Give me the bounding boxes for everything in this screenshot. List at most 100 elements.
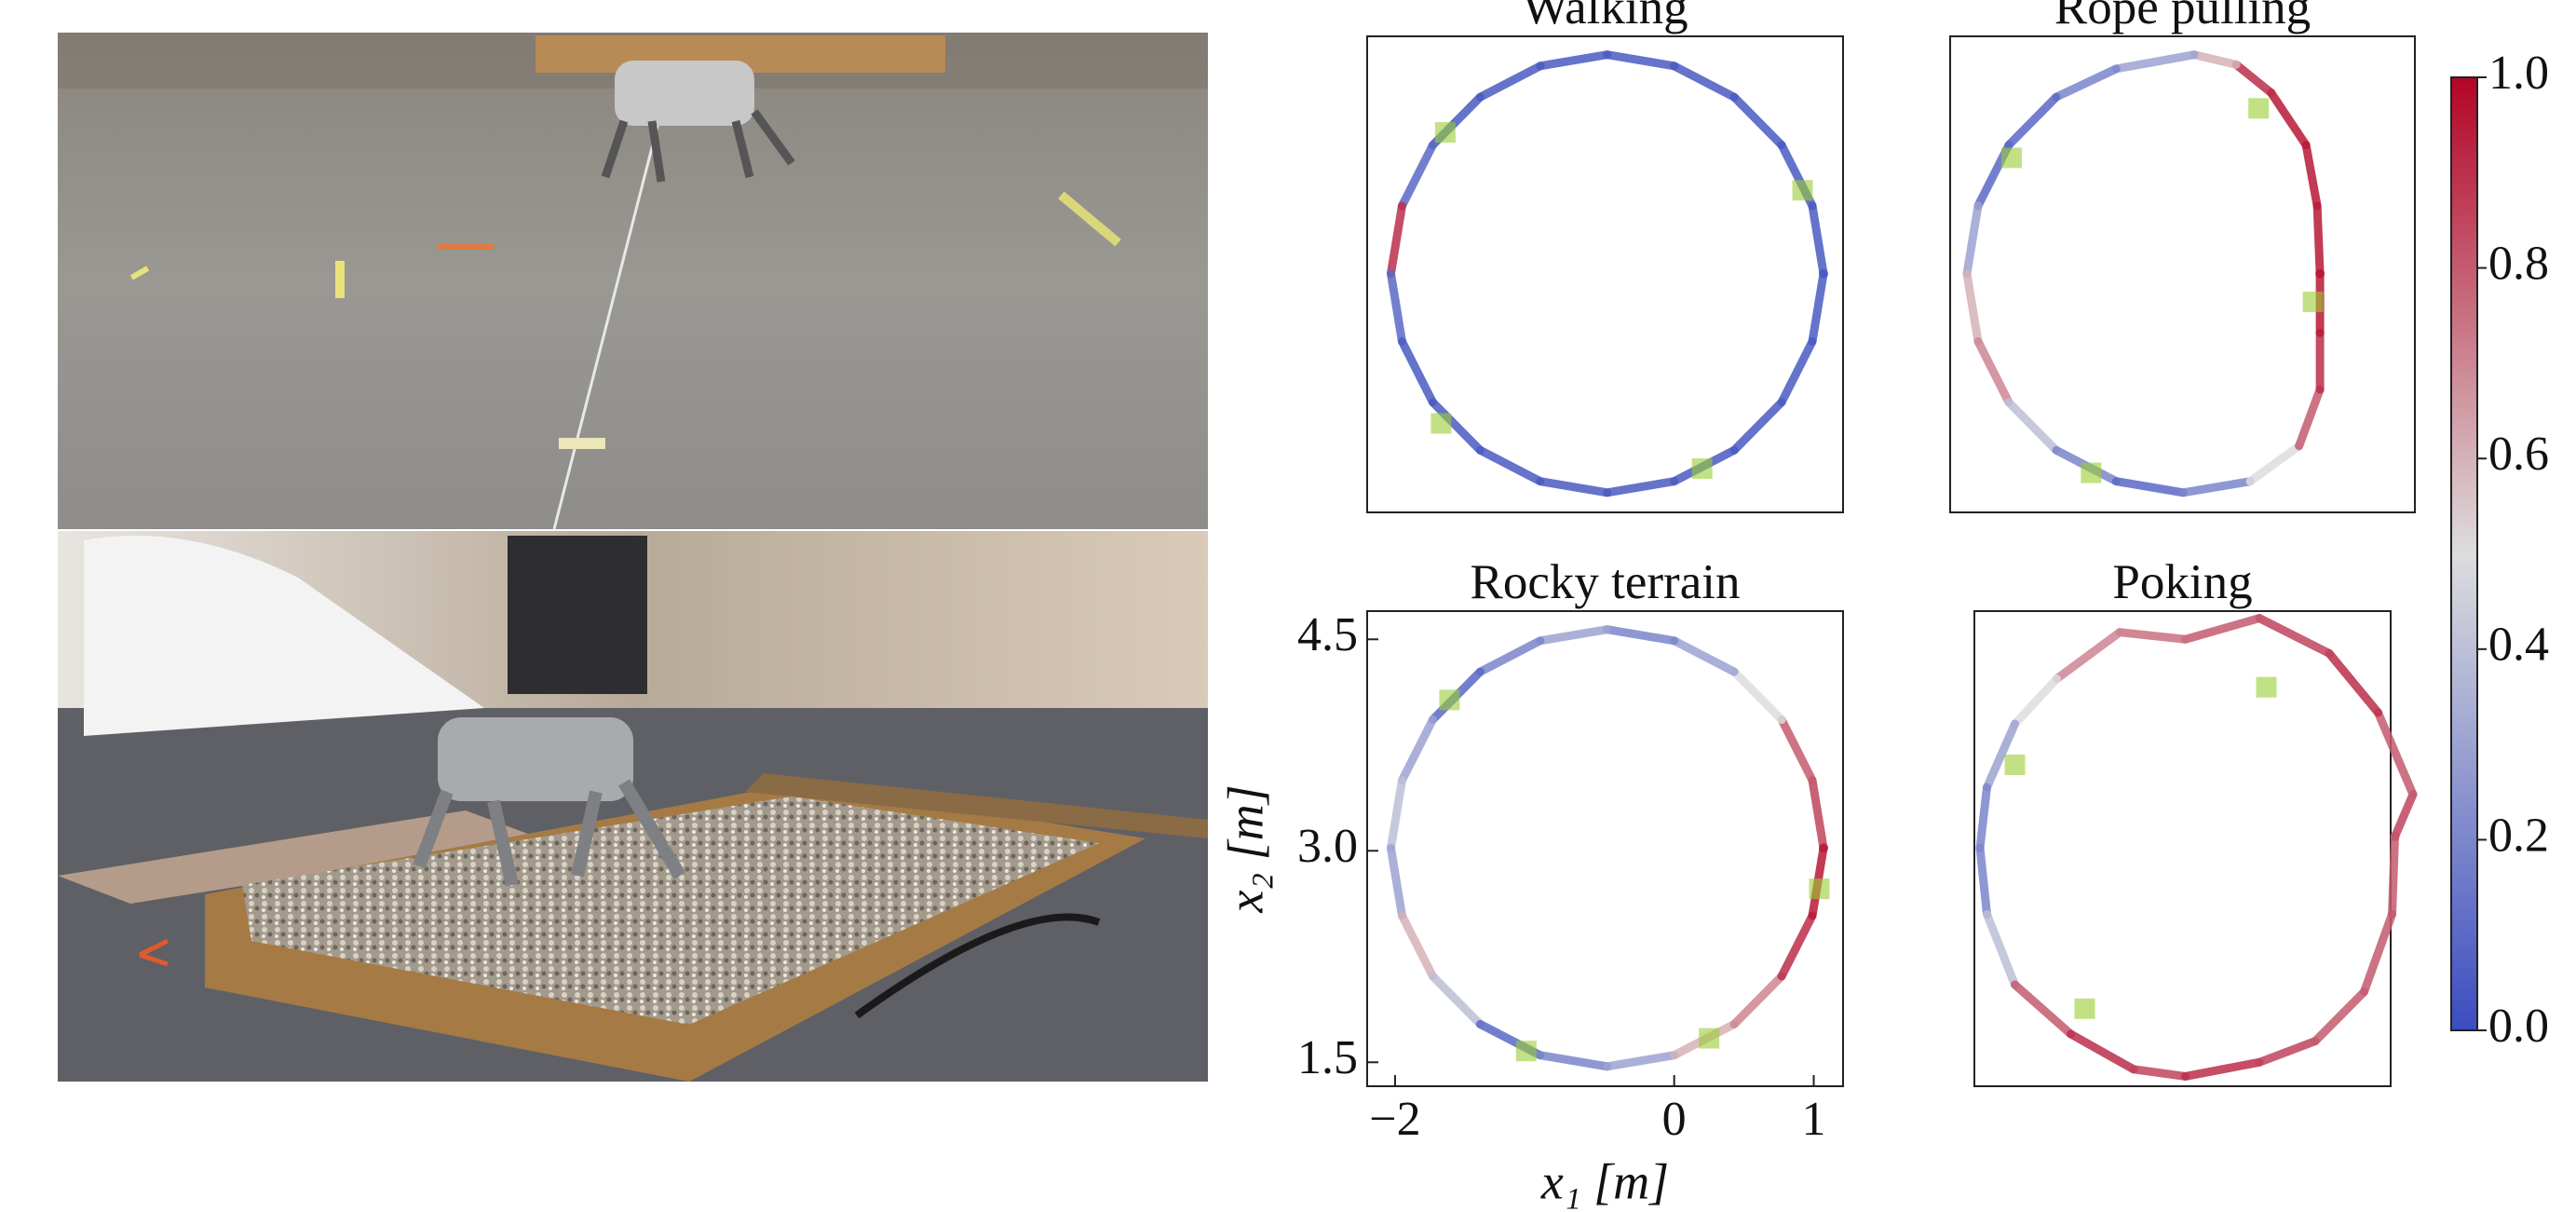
trajectory-segment bbox=[2315, 992, 2365, 1042]
trajectory-segment bbox=[1480, 641, 1539, 672]
colorbar-tick-label: 0.0 bbox=[2488, 1000, 2549, 1053]
perturbation-marker bbox=[1810, 878, 1830, 899]
y-axis-label: x₂ [m] bbox=[1217, 784, 1273, 913]
trajectory-segment bbox=[2057, 633, 2121, 679]
trajectory-segment bbox=[2071, 1034, 2135, 1069]
trajectory-segment bbox=[1782, 720, 1812, 781]
perturbation-marker bbox=[1516, 1041, 1537, 1061]
perturbation-marker bbox=[2001, 147, 2022, 168]
trajectory-segment bbox=[1540, 55, 1607, 66]
trajectory-segment bbox=[2194, 55, 2236, 65]
trajectory-segment bbox=[1540, 1055, 1607, 1067]
trajectory-segment bbox=[1402, 720, 1432, 781]
trajectory-segment bbox=[2259, 1042, 2315, 1063]
trajectory-segment bbox=[2009, 97, 2056, 145]
subplot-title: Walking bbox=[1522, 0, 1688, 34]
trajectory-segment bbox=[1734, 97, 1782, 145]
trajectory-segment bbox=[2317, 206, 2320, 274]
trajectory-segment bbox=[1967, 274, 1978, 342]
x-tick-label: 1 bbox=[1802, 1093, 1826, 1146]
figure: Walking Rope pulling Rocky terrain −2 0 1 1.5 3… bbox=[0, 0, 2576, 1212]
colorbar-tick-label: 1.0 bbox=[2488, 47, 2549, 100]
trajectory-segment bbox=[1734, 402, 1782, 451]
trajectory-segment bbox=[1390, 274, 1402, 342]
trajectory-segment bbox=[1480, 450, 1539, 481]
subplot-title: Rocky terrain bbox=[1471, 555, 1741, 609]
trajectory-segment bbox=[2250, 446, 2298, 482]
trajectory-segment bbox=[2379, 713, 2414, 795]
trajectory-segment bbox=[1607, 630, 1674, 641]
trajectory-segment bbox=[1402, 145, 1432, 206]
y-tick-label: 4.5 bbox=[1297, 608, 1358, 661]
axes-frame bbox=[1974, 611, 2391, 1086]
photo-rocky-terrain bbox=[58, 531, 1208, 1082]
trajectory-segment bbox=[2056, 69, 2116, 97]
perturbation-marker bbox=[1430, 413, 1451, 433]
x-tick-label: −2 bbox=[1369, 1093, 1420, 1146]
perturbation-marker bbox=[1793, 180, 1813, 200]
trajectory-segment bbox=[1390, 781, 1402, 849]
trajectory-segment bbox=[1734, 976, 1782, 1024]
axes-frame bbox=[1367, 611, 1843, 1086]
trajectory-segment bbox=[1978, 342, 2009, 402]
trajectory-segment bbox=[1390, 848, 1402, 916]
subplot-title: Poking bbox=[2112, 555, 2252, 609]
trajectory-segment bbox=[1674, 641, 1734, 672]
trajectory-segment bbox=[2015, 985, 2071, 1034]
trajectory-segment bbox=[2186, 619, 2260, 640]
trajectory-segment bbox=[2271, 93, 2306, 145]
trajectory-segment bbox=[1432, 976, 1480, 1024]
trajectory-segment bbox=[1967, 206, 1978, 274]
trajectory-segment bbox=[2329, 653, 2379, 713]
trajectory-segment bbox=[2116, 55, 2194, 69]
trajectory-segment bbox=[2134, 1069, 2186, 1077]
x-axis-label: x₁ [m] bbox=[1540, 1153, 1669, 1209]
trajectory-segment bbox=[2186, 1062, 2260, 1076]
trajectory-segment bbox=[2259, 619, 2329, 654]
trajectory-segment bbox=[1734, 672, 1782, 719]
trajectory-segment bbox=[2299, 389, 2320, 446]
trajectory-segment bbox=[1980, 848, 1987, 914]
trajectory-segment bbox=[1987, 914, 2015, 985]
axes-frame bbox=[1950, 36, 2415, 512]
x-tick-label: 0 bbox=[1662, 1093, 1687, 1146]
perturbation-marker bbox=[2005, 755, 2026, 775]
trajectory-segment bbox=[1782, 342, 1812, 402]
perturbation-marker bbox=[1439, 689, 1459, 710]
trajectory-segment bbox=[1674, 66, 1734, 97]
perturbation-marker bbox=[1699, 1028, 1719, 1049]
trajectory-segment bbox=[1812, 274, 1824, 342]
trajectory-segment bbox=[2395, 795, 2414, 837]
colorbar bbox=[2451, 77, 2477, 1030]
colorbar-tick-label: 0.8 bbox=[2488, 238, 2549, 291]
trajectory-segment bbox=[1607, 482, 1674, 493]
perturbation-marker bbox=[2248, 98, 2269, 118]
trajectory-segment bbox=[2116, 482, 2183, 493]
trajectory-segment bbox=[2183, 482, 2250, 493]
trajectory-segment bbox=[1402, 916, 1432, 976]
trajectory-segment bbox=[2365, 914, 2393, 991]
trajectory-segment bbox=[2009, 402, 2056, 451]
colorbar-tick-label: 0.2 bbox=[2488, 809, 2549, 862]
trajectory-segment bbox=[1390, 206, 1402, 274]
y-tick-label: 1.5 bbox=[1297, 1031, 1358, 1084]
colorbar-tick-label: 0.4 bbox=[2488, 619, 2549, 672]
perturbation-marker bbox=[2257, 677, 2277, 698]
trajectory-segment bbox=[2393, 837, 2395, 914]
subplot-title: Rope pulling bbox=[2054, 0, 2311, 34]
axes-frame bbox=[1367, 36, 1843, 512]
trajectory-segment bbox=[1480, 66, 1539, 97]
trajectory-segment bbox=[2306, 145, 2317, 206]
trajectory-segment bbox=[1402, 342, 1432, 402]
trajectory-segment bbox=[1540, 482, 1607, 493]
perturbation-marker bbox=[1435, 122, 1456, 143]
trajectory-segment bbox=[1812, 781, 1824, 849]
trajectory-segment bbox=[1812, 206, 1824, 274]
trajectory-segment bbox=[1782, 916, 1812, 976]
y-tick-label: 3.0 bbox=[1297, 820, 1358, 873]
trajectory-segment bbox=[1980, 787, 1987, 848]
trajectory-segment bbox=[1540, 630, 1607, 641]
perturbation-marker bbox=[2081, 463, 2101, 483]
perturbation-marker bbox=[1692, 458, 1713, 479]
trajectory-segment bbox=[2015, 679, 2057, 724]
